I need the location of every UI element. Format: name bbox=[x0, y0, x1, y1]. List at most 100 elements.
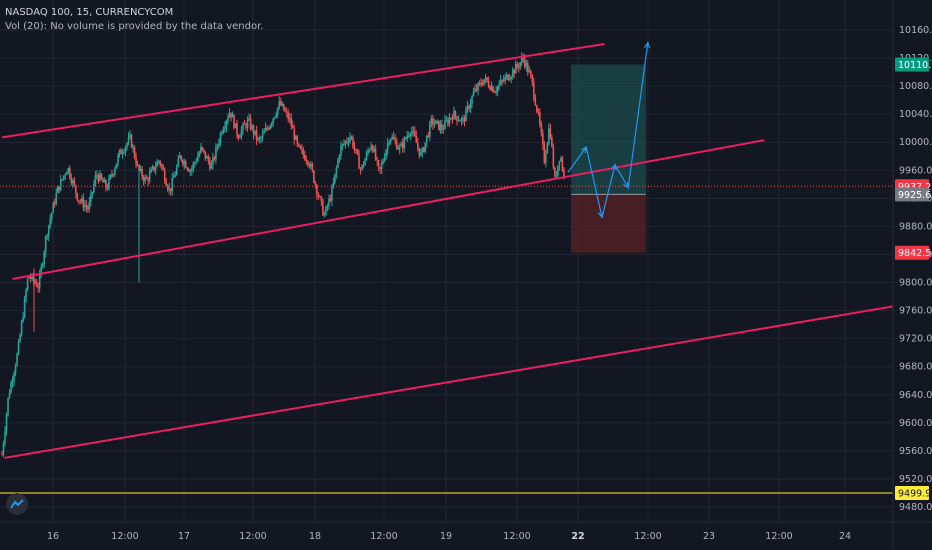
candle-body bbox=[487, 81, 490, 87]
candle-body bbox=[91, 191, 94, 194]
projection-arrows[interactable] bbox=[567, 41, 651, 219]
candle-body bbox=[329, 198, 332, 201]
candle-body bbox=[368, 149, 371, 151]
candle-body bbox=[420, 152, 422, 156]
projection-segment[interactable] bbox=[601, 164, 616, 218]
candle-body bbox=[260, 137, 262, 139]
candle-body bbox=[75, 185, 77, 194]
candle-body bbox=[307, 161, 309, 164]
candle-body bbox=[130, 134, 133, 148]
x-tick-label: 17 bbox=[178, 531, 190, 542]
candle-body bbox=[136, 164, 139, 166]
candle-body bbox=[29, 276, 32, 279]
candle-body bbox=[389, 138, 392, 143]
candle-body bbox=[355, 149, 357, 151]
projection-segment[interactable] bbox=[627, 42, 649, 188]
candle-body bbox=[501, 80, 503, 82]
candle-body bbox=[410, 131, 413, 134]
candle-body bbox=[145, 177, 148, 179]
candle-body bbox=[361, 164, 363, 170]
candle-body bbox=[178, 155, 181, 159]
candle-body bbox=[78, 200, 80, 202]
candle-body bbox=[450, 117, 452, 119]
candle-body bbox=[520, 57, 523, 63]
candle-body bbox=[356, 149, 359, 155]
candle-body bbox=[398, 146, 401, 149]
candle-body bbox=[380, 163, 383, 169]
candle-body bbox=[404, 138, 407, 140]
candle-body bbox=[285, 111, 288, 113]
channel-line-middle[interactable] bbox=[12, 139, 765, 281]
candle-body bbox=[444, 120, 446, 129]
candle-body bbox=[141, 168, 143, 178]
candle-body bbox=[184, 161, 187, 168]
candle-body bbox=[340, 145, 342, 156]
candle-body bbox=[370, 145, 372, 150]
y-tick-label: 9560.0 bbox=[899, 446, 932, 457]
y-tick-label: 10160.0 bbox=[899, 25, 932, 36]
candle-body bbox=[536, 105, 538, 112]
candle-body bbox=[68, 167, 71, 178]
candle-body bbox=[124, 146, 127, 152]
candle-body bbox=[88, 201, 91, 210]
candle-body bbox=[123, 151, 125, 153]
candle-body bbox=[558, 160, 561, 166]
candle-body bbox=[291, 125, 294, 129]
candle-body bbox=[332, 182, 335, 188]
candle-body bbox=[442, 128, 445, 130]
candle-body bbox=[529, 71, 532, 75]
candle-body bbox=[225, 120, 228, 127]
candle-body bbox=[505, 74, 508, 77]
projection-segment[interactable] bbox=[614, 164, 629, 189]
candle-body bbox=[156, 161, 158, 167]
candle-body bbox=[460, 118, 463, 122]
candle-body bbox=[56, 186, 59, 193]
candle-body bbox=[189, 170, 192, 172]
candle-body bbox=[468, 105, 470, 109]
candle-body bbox=[65, 172, 68, 175]
projection-segment[interactable] bbox=[567, 146, 587, 173]
candle-body bbox=[299, 145, 302, 149]
candle-body bbox=[341, 144, 344, 146]
candle-body bbox=[267, 128, 270, 130]
candle-body bbox=[362, 164, 365, 166]
candle-body bbox=[90, 193, 92, 202]
candle-body bbox=[493, 92, 496, 94]
y-tick-label: 9520.0 bbox=[899, 474, 932, 485]
candle-body bbox=[181, 160, 184, 165]
candle-body bbox=[546, 143, 549, 154]
candle-body bbox=[245, 124, 247, 128]
projection-segment[interactable] bbox=[585, 147, 603, 218]
candle-body bbox=[430, 118, 433, 123]
candle-body bbox=[166, 185, 169, 190]
candle-body bbox=[23, 298, 26, 318]
candle-body bbox=[296, 136, 299, 144]
candle-body bbox=[319, 196, 321, 198]
candle-body bbox=[423, 147, 425, 152]
candle-body bbox=[255, 130, 258, 140]
candle-body bbox=[471, 96, 473, 104]
candle-body bbox=[490, 86, 493, 90]
candle-body bbox=[62, 175, 65, 180]
candle-body bbox=[397, 148, 400, 150]
candle-body bbox=[350, 136, 353, 138]
candle-body bbox=[322, 200, 324, 216]
candle-body bbox=[542, 133, 544, 145]
candle-body bbox=[465, 108, 467, 122]
candle-body bbox=[16, 353, 18, 366]
candle-body bbox=[311, 164, 314, 171]
channel-lines[interactable] bbox=[1, 43, 893, 459]
channel-line-lower[interactable] bbox=[4, 305, 893, 459]
candle-body bbox=[234, 123, 237, 129]
channel-line-upper[interactable] bbox=[1, 43, 605, 139]
tradingview-logo[interactable] bbox=[6, 493, 28, 515]
candle-body bbox=[531, 74, 534, 83]
candle-body bbox=[258, 138, 261, 140]
candle-body bbox=[169, 188, 172, 192]
candle-body bbox=[174, 174, 177, 178]
candle-body bbox=[38, 274, 41, 288]
target-zone bbox=[571, 64, 646, 195]
candle-body bbox=[297, 143, 300, 146]
x-tick-label: 22 bbox=[571, 531, 584, 542]
